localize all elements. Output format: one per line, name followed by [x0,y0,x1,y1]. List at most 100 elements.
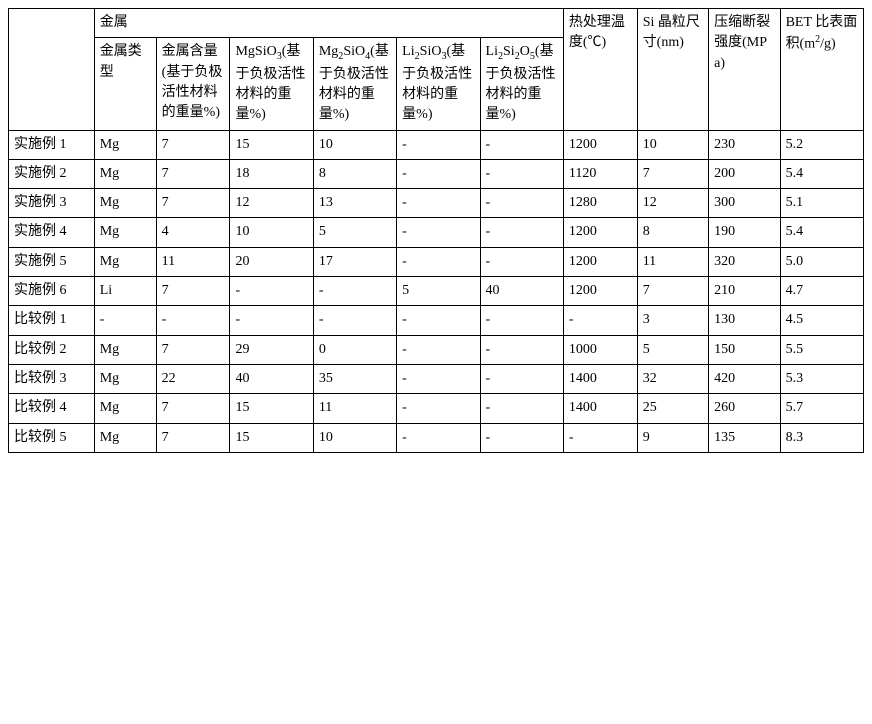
cell-si_grain: 12 [637,189,708,218]
cell-metal_content: 7 [156,159,230,188]
cell-mg2sio4: - [313,277,396,306]
cell-crush_strength: 300 [709,189,780,218]
cell-mg2sio4: 11 [313,394,396,423]
cell-metal_content: 22 [156,364,230,393]
cell-mgsio3: 29 [230,335,313,364]
header-metal-group: 金属 [94,9,563,38]
cell-heat_temp: 1120 [563,159,637,188]
header-blank [9,9,95,131]
header-mg2sio4: Mg2SiO4(基于负极活性材料的重量%) [313,38,396,130]
cell-bet: 5.3 [780,364,863,393]
cell-metal_content: 7 [156,130,230,159]
cell-label: 比较例 3 [9,364,95,393]
cell-li2si2o5: - [480,364,563,393]
header-metal-type: 金属类型 [94,38,156,130]
cell-label: 实施例 5 [9,247,95,276]
cell-metal_content: 7 [156,277,230,306]
cell-li2si2o5: - [480,423,563,452]
cell-heat_temp: 1400 [563,394,637,423]
cell-si_grain: 10 [637,130,708,159]
cell-si_grain: 7 [637,159,708,188]
cell-metal_type: Mg [94,364,156,393]
data-table: 金属 热处理温度(℃) Si 晶粒尺寸(nm) 压缩断裂强度(MPa) BET … [8,8,864,453]
cell-label: 实施例 3 [9,189,95,218]
cell-si_grain: 5 [637,335,708,364]
cell-li2sio3: 5 [397,277,480,306]
cell-li2sio3: - [397,218,480,247]
table-row: 比较例 3Mg224035--1400324205.3 [9,364,864,393]
cell-metal_type: Mg [94,335,156,364]
cell-label: 实施例 1 [9,130,95,159]
cell-bet: 5.2 [780,130,863,159]
cell-si_grain: 9 [637,423,708,452]
cell-crush_strength: 420 [709,364,780,393]
cell-li2sio3: - [397,159,480,188]
cell-li2sio3: - [397,130,480,159]
cell-crush_strength: 150 [709,335,780,364]
table-row: 比较例 4Mg71511--1400252605.7 [9,394,864,423]
cell-label: 比较例 5 [9,423,95,452]
cell-mgsio3: 10 [230,218,313,247]
cell-mg2sio4: 13 [313,189,396,218]
cell-mg2sio4: 10 [313,130,396,159]
cell-metal_content: 4 [156,218,230,247]
header-mgsio3: MgSiO3(基于负极活性材料的重量%) [230,38,313,130]
table-row: 实施例 3Mg71213--1280123005.1 [9,189,864,218]
cell-si_grain: 32 [637,364,708,393]
cell-li2si2o5: - [480,130,563,159]
cell-mg2sio4: 10 [313,423,396,452]
cell-bet: 5.1 [780,189,863,218]
cell-si_grain: 8 [637,218,708,247]
cell-heat_temp: - [563,306,637,335]
cell-metal_type: Mg [94,423,156,452]
cell-mgsio3: 18 [230,159,313,188]
cell-label: 实施例 6 [9,277,95,306]
cell-mg2sio4: 17 [313,247,396,276]
cell-bet: 5.0 [780,247,863,276]
cell-heat_temp: 1200 [563,247,637,276]
cell-mg2sio4: - [313,306,396,335]
cell-metal_type: Mg [94,189,156,218]
cell-bet: 5.4 [780,218,863,247]
table-row: 比较例 1-------31304.5 [9,306,864,335]
cell-li2sio3: - [397,394,480,423]
cell-li2si2o5: - [480,159,563,188]
cell-metal_content: 7 [156,394,230,423]
table-row: 比较例 2Mg7290--100051505.5 [9,335,864,364]
cell-li2sio3: - [397,364,480,393]
header-row-1: 金属 热处理温度(℃) Si 晶粒尺寸(nm) 压缩断裂强度(MPa) BET … [9,9,864,38]
table-row: 实施例 5Mg112017--1200113205.0 [9,247,864,276]
cell-crush_strength: 135 [709,423,780,452]
cell-mgsio3: 20 [230,247,313,276]
cell-li2si2o5: 40 [480,277,563,306]
cell-metal_type: Mg [94,394,156,423]
cell-li2sio3: - [397,423,480,452]
cell-crush_strength: 130 [709,306,780,335]
cell-li2sio3: - [397,189,480,218]
cell-heat_temp: 1400 [563,364,637,393]
cell-metal_content: 7 [156,335,230,364]
table-body: 实施例 1Mg71510--1200102305.2实施例 2Mg7188--1… [9,130,864,452]
cell-heat_temp: 1200 [563,218,637,247]
header-heat-temp: 热处理温度(℃) [563,9,637,131]
cell-li2sio3: - [397,247,480,276]
cell-heat_temp: 1200 [563,277,637,306]
cell-mgsio3: - [230,277,313,306]
cell-heat_temp: - [563,423,637,452]
cell-mg2sio4: 0 [313,335,396,364]
cell-mg2sio4: 35 [313,364,396,393]
cell-crush_strength: 210 [709,277,780,306]
cell-mg2sio4: 5 [313,218,396,247]
cell-label: 实施例 2 [9,159,95,188]
cell-li2si2o5: - [480,306,563,335]
cell-heat_temp: 1000 [563,335,637,364]
cell-label: 比较例 2 [9,335,95,364]
cell-heat_temp: 1200 [563,130,637,159]
cell-li2sio3: - [397,306,480,335]
header-si-grain: Si 晶粒尺寸(nm) [637,9,708,131]
table-row: 实施例 6Li7--540120072104.7 [9,277,864,306]
cell-mgsio3: 15 [230,423,313,452]
cell-metal_content: - [156,306,230,335]
cell-heat_temp: 1280 [563,189,637,218]
cell-crush_strength: 320 [709,247,780,276]
